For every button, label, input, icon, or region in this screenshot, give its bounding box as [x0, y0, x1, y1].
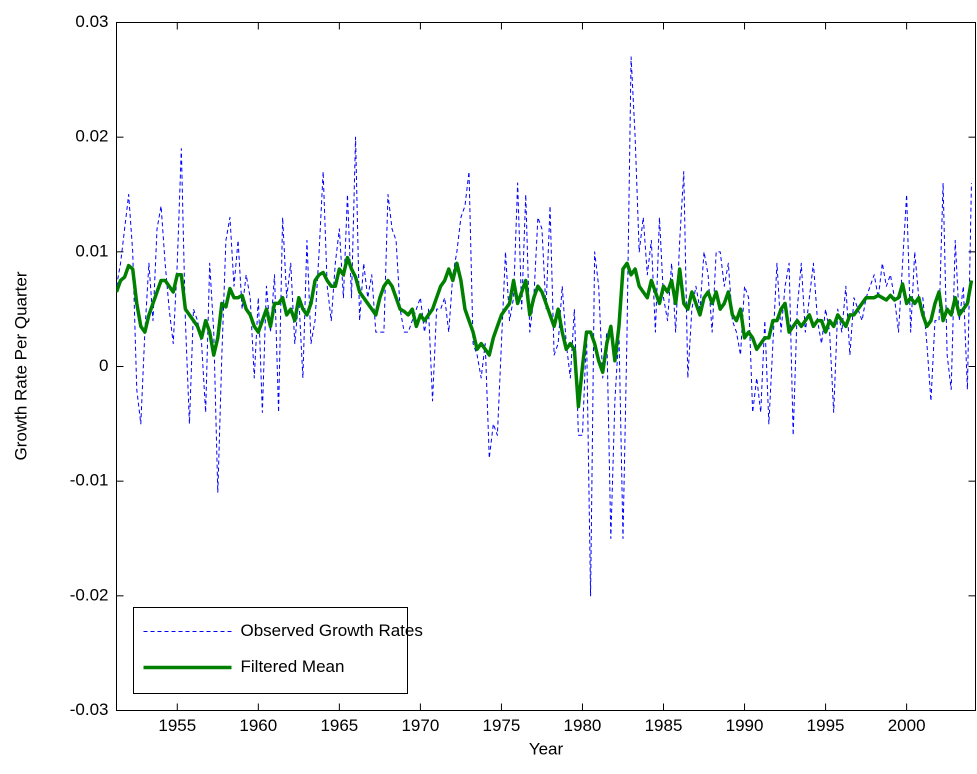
y-tick-label: -0.01	[70, 471, 109, 490]
x-tick-label: 1980	[564, 716, 602, 735]
series-line	[116, 56, 972, 597]
y-tick-label: 0.02	[75, 127, 108, 146]
x-tick-label: 1975	[483, 716, 521, 735]
x-axis-label: Year	[529, 739, 564, 758]
x-tick-label: 1970	[401, 716, 439, 735]
y-tick-label: 0.03	[75, 12, 108, 31]
y-axis-label: Growth Rate Per Quarter	[11, 271, 30, 460]
x-tick-label: 1995	[807, 716, 845, 735]
x-tick-label: 2000	[888, 716, 926, 735]
x-tick-label: 1990	[726, 716, 764, 735]
x-tick-label: 1985	[645, 716, 683, 735]
legend-label: Filtered Mean	[241, 657, 345, 676]
y-tick-label: -0.02	[70, 585, 109, 604]
plot-frame	[116, 22, 976, 711]
x-tick-label: 1965	[320, 716, 358, 735]
y-tick-label: 0.01	[75, 241, 108, 260]
y-tick-label: -0.03	[70, 700, 109, 719]
series-line	[116, 255, 974, 409]
legend-label: Observed Growth Rates	[241, 621, 423, 640]
x-tick-label: 1960	[239, 716, 277, 735]
x-tick-label: 1955	[158, 716, 196, 735]
legend-box	[133, 607, 408, 694]
y-tick-label: 0	[99, 356, 108, 375]
